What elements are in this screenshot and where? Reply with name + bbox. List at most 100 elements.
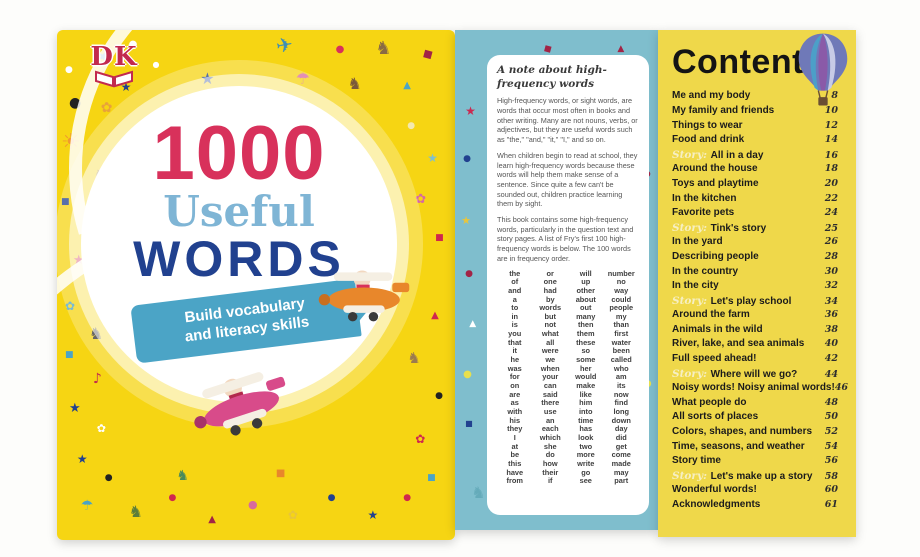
frequency-word: and [508, 285, 522, 295]
frequency-word: we [545, 355, 556, 365]
decoration-glyph: ● [463, 369, 472, 380]
toc-entry-label: Story time [672, 455, 721, 467]
frequency-word: its [616, 381, 626, 391]
toc-entry-page-number: 46 [834, 382, 849, 394]
frequency-word: make [576, 381, 596, 391]
word-column: will up other about out many then them these so so… [568, 269, 604, 486]
frequency-word: a [512, 294, 517, 304]
toc-story-prefix: Story: [672, 367, 711, 380]
toc-entry-page-number: 12 [824, 119, 838, 131]
frequency-word: you [508, 329, 522, 339]
toc-entry-page-number: 32 [824, 280, 838, 292]
toc-entry-label: Animals in the wild [672, 323, 763, 335]
toc-story-prefix: Story: [672, 469, 711, 482]
cover-title-words: WORDS [133, 231, 345, 288]
toc-entry-page-number: 36 [824, 309, 838, 321]
hot-air-balloon-illustration [798, 33, 848, 106]
cover-title: 1000 Useful WORDS [85, 115, 393, 288]
dk-logo: DK [88, 42, 140, 96]
frequency-word: long [613, 407, 630, 417]
toc-entry-page-number: 44 [824, 368, 838, 380]
frequency-word: I [513, 433, 516, 442]
toc-entry-page-number: 58 [824, 470, 838, 482]
toc-entry-page-number: 50 [824, 411, 838, 423]
frequency-word: by [545, 294, 555, 304]
decoration-glyph: ● [465, 269, 473, 279]
toc-entry-label: In the yard [672, 236, 723, 248]
frequency-word: words [539, 303, 562, 313]
frequency-word: but [544, 311, 557, 321]
frequency-word: if [547, 476, 553, 486]
toc-entry-page-number: 42 [824, 353, 838, 365]
toc-entry: River, lake, and sea animals 40 [672, 338, 838, 353]
frequency-word: are [509, 389, 521, 399]
toc-entry: Food and drink 14 [672, 134, 838, 149]
frequency-word: these [576, 337, 596, 347]
contents-page: Contents Me and my body 8 My family and fr… [658, 30, 856, 537]
frequency-word: many [576, 311, 596, 321]
toc-entry: Full speed ahead! 42 [672, 353, 838, 368]
toc-entry-page-number: 61 [824, 499, 838, 511]
frequency-word: two [579, 441, 593, 451]
toc-story-prefix: Story: [672, 148, 711, 161]
frequency-word: all [546, 337, 555, 347]
frequency-word: is [511, 320, 518, 330]
note-page: ■★▲◆★●★●▲●■★●▲■●♞●♞●♞▲ A note about high… [455, 30, 658, 530]
frequency-word: how [542, 458, 558, 468]
frequency-word: it [512, 346, 517, 356]
toc-entry-label: Story: Where will we go? [672, 367, 798, 380]
toc-entry-label: Acknowledgments [672, 499, 761, 511]
frequency-word: that [507, 337, 522, 347]
decoration-glyph: ▲ [469, 319, 477, 329]
toc-entry: Story: Let's make up a story 58 [672, 470, 838, 485]
toc-entry-page-number: 34 [824, 295, 838, 307]
frequency-word: the [509, 268, 521, 278]
toc-entry-label: Things to wear [672, 119, 743, 131]
pink-toy-plane-illustration [194, 372, 286, 436]
frequency-word: down [611, 415, 631, 425]
toc-entry: What people do 48 [672, 397, 838, 412]
toc-entry-label: Time, seasons, and weather [672, 440, 805, 452]
frequency-word: not [544, 320, 557, 330]
toc-entry: Things to wear 12 [672, 120, 838, 135]
frequency-word: may [613, 467, 629, 477]
toc-entry: My family and friends 10 [672, 105, 838, 120]
frequency-word: day [614, 424, 628, 434]
word-column: number no way could people my than first water be… [604, 269, 640, 486]
toc-entry: Wonderful words! 60 [672, 484, 838, 499]
frequency-word: some [576, 355, 596, 365]
frequency-word: for [509, 372, 520, 382]
frequency-word: as [510, 398, 519, 408]
toc-entry-page-number: 8 [831, 90, 838, 102]
toc-entry-label: Describing people [672, 250, 759, 262]
frequency-word: there [541, 398, 560, 408]
toc-entry-page-number: 40 [824, 338, 838, 350]
note-paragraph: This book contains some high-frequency w… [497, 215, 634, 263]
toc-entry-label: Around the house [672, 163, 758, 175]
frequency-word: was [507, 363, 522, 373]
toc-entry-label: What people do [672, 396, 747, 408]
frequency-word: write [577, 458, 595, 468]
toc-entry-label: Full speed ahead! [672, 353, 757, 365]
toc-entry-label: All sorts of places [672, 411, 759, 423]
frequency-word: her [579, 363, 592, 373]
frequency-word: an [545, 415, 555, 425]
contents-list: Me and my body 8 My family and friends 10 Th… [672, 90, 848, 513]
frequency-word: him [579, 398, 593, 408]
toc-entry-page-number: 22 [824, 192, 838, 204]
toc-entry: Story time 56 [672, 455, 838, 470]
dk-logo-text: DK [90, 42, 138, 72]
toc-entry-page-number: 24 [824, 207, 838, 219]
note-paragraphs: High-frequency words, or sight words, ar… [497, 96, 639, 263]
toc-entry: Around the house 18 [672, 163, 838, 178]
frequency-word: of [511, 277, 519, 287]
toc-entry: In the kitchen 22 [672, 193, 838, 208]
frequency-word: look [578, 433, 594, 442]
frequency-word: to [511, 303, 519, 313]
decoration-glyph: ■ [60, 197, 70, 208]
frequency-word: have [506, 467, 524, 477]
frequency-word: more [576, 450, 595, 460]
toc-entry: Favorite pets 24 [672, 207, 838, 222]
frequency-word: into [578, 407, 593, 417]
toc-entry-label: Me and my body [672, 90, 751, 102]
